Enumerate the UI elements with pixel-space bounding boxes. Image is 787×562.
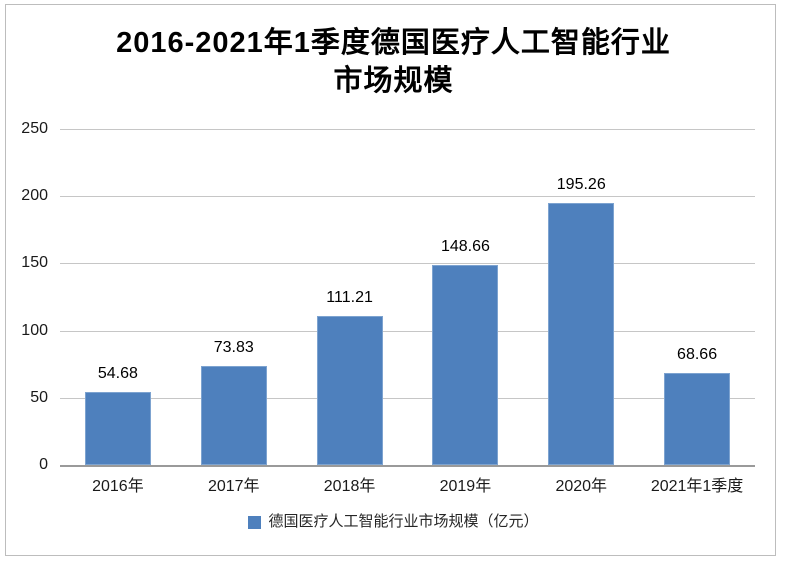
x-tick-label-2021年1季度: 2021年1季度: [650, 478, 744, 495]
y-tick-label-250: 250: [21, 120, 48, 137]
bar-2021年1季度: [664, 372, 731, 465]
bar-value-label-2018年: 111.21: [326, 288, 373, 306]
plot-area: 54.68 73.83 111.21 148.66 195.26 68.66: [60, 129, 755, 467]
gridline-100: [60, 330, 755, 332]
gridline-200: [60, 196, 755, 198]
bar-2019年: [432, 265, 499, 465]
x-tick-label-2018年: 2018年: [323, 478, 376, 495]
chart-title-line-2: 市场规模: [333, 65, 454, 97]
y-tick-label-0: 0: [39, 456, 48, 473]
bar-value-label-2019年: 148.66: [440, 238, 490, 256]
y-tick-label-50: 50: [30, 388, 48, 406]
x-tick-label-2019年: 2019年: [439, 478, 492, 495]
x-axis-line: [60, 465, 755, 467]
chart-title-line-1: 2016-2021年1季度德国医疗人工智能行业: [116, 27, 671, 59]
bar-2016年: [84, 391, 151, 465]
bar-2018年: [316, 315, 383, 465]
y-tick-label-200: 200: [21, 187, 48, 205]
legend: 德国医疗人工智能行业市场规模（亿元）: [0, 512, 787, 532]
y-tick-label-100: 100: [21, 321, 48, 339]
x-tick-label-2020年: 2020年: [555, 478, 608, 495]
bar-value-label-2016年: 54.68: [97, 364, 138, 382]
bar-value-label-2021年1季度: 68.66: [677, 345, 718, 363]
bar-value-label-2020年: 195.26: [556, 175, 606, 193]
x-tick-label-2017年: 2017年: [207, 478, 260, 495]
y-tick-label-150: 150: [21, 254, 48, 272]
x-tick-label-2016年: 2016年: [92, 478, 144, 495]
gridline-150: [60, 263, 755, 265]
bar-2017年: [200, 365, 267, 465]
chart-title: 2016-2021年1季度德国医疗人工智能行业 市场规模: [0, 24, 787, 100]
gridline-50: [60, 397, 755, 399]
bar-2020年: [548, 202, 615, 465]
bar-value-label-2017年: 73.83: [213, 338, 254, 356]
legend-label: 德国医疗人工智能行业市场规模（亿元）: [268, 513, 539, 530]
legend-marker-square-icon: [248, 515, 262, 529]
gridline-250: [60, 129, 755, 130]
